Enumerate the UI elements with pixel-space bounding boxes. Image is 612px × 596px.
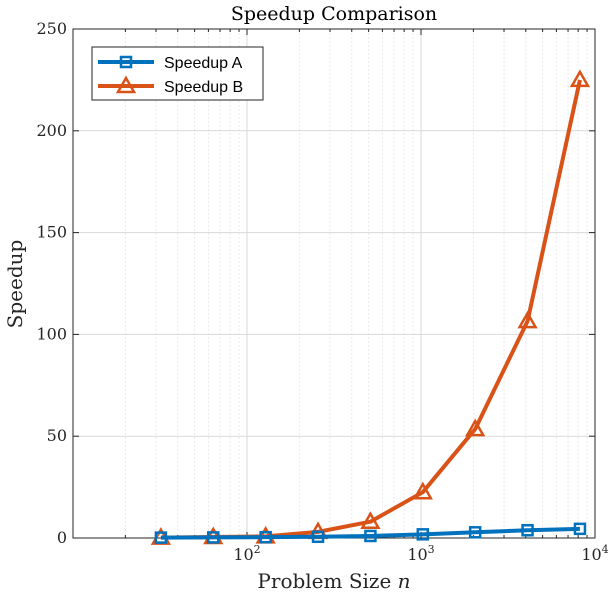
speedup-a-point	[259, 530, 272, 544]
speedup-a-point	[416, 528, 430, 541]
legend-label-speedup-b: Speedup B	[164, 79, 243, 96]
speedup-b-point	[412, 481, 433, 500]
speedup-b-point	[517, 310, 538, 329]
speedup-b-point	[569, 69, 591, 88]
series-lines	[150, 69, 591, 545]
speedup-a-point	[311, 530, 325, 544]
y-tick-label: 250	[36, 19, 67, 38]
speedup-a-point	[468, 526, 482, 539]
axes: 0 50 100 150 200 250 102 103 104	[36, 19, 608, 564]
y-tick-label: 200	[36, 121, 67, 140]
y-axis-label: Speedup	[3, 240, 27, 329]
x-axis-label-variable: n	[398, 569, 411, 593]
x-axis-label-text: Problem Size	[257, 569, 391, 593]
x-tick-label: 102	[233, 543, 260, 564]
speedup-a-point	[154, 531, 168, 544]
y-tick-label: 100	[36, 324, 67, 343]
y-tick-label: 50	[47, 426, 67, 445]
speedup-a-line	[160, 526, 580, 540]
speedup-b-point	[465, 418, 486, 437]
chart-title: Speedup Comparison	[231, 3, 437, 25]
speedup-a-point	[573, 522, 587, 536]
speedup-a-point	[364, 529, 377, 543]
legend-marker-speedup-a	[119, 55, 133, 69]
plot-area-frame	[72, 28, 596, 539]
legend-label-speedup-a: Speedup A	[164, 55, 243, 72]
x-tick-label: 103	[407, 543, 434, 564]
x-axis-label: Problem Size n	[257, 569, 410, 593]
legend-marker-speedup-b	[115, 75, 137, 94]
speedup-a-point	[207, 531, 220, 544]
grid	[73, 28, 596, 539]
series-speedup-a	[154, 522, 587, 544]
series-speedup-b	[150, 69, 591, 545]
y-tick-label: 150	[36, 223, 67, 242]
speedup-b-line	[160, 79, 582, 540]
speedup-b-point	[360, 511, 381, 529]
y-tick-label: 0	[57, 528, 67, 547]
x-tick-label: 104	[581, 543, 608, 564]
legend: Speedup A Speedup B	[91, 46, 264, 101]
speedup-a-point	[521, 524, 534, 537]
